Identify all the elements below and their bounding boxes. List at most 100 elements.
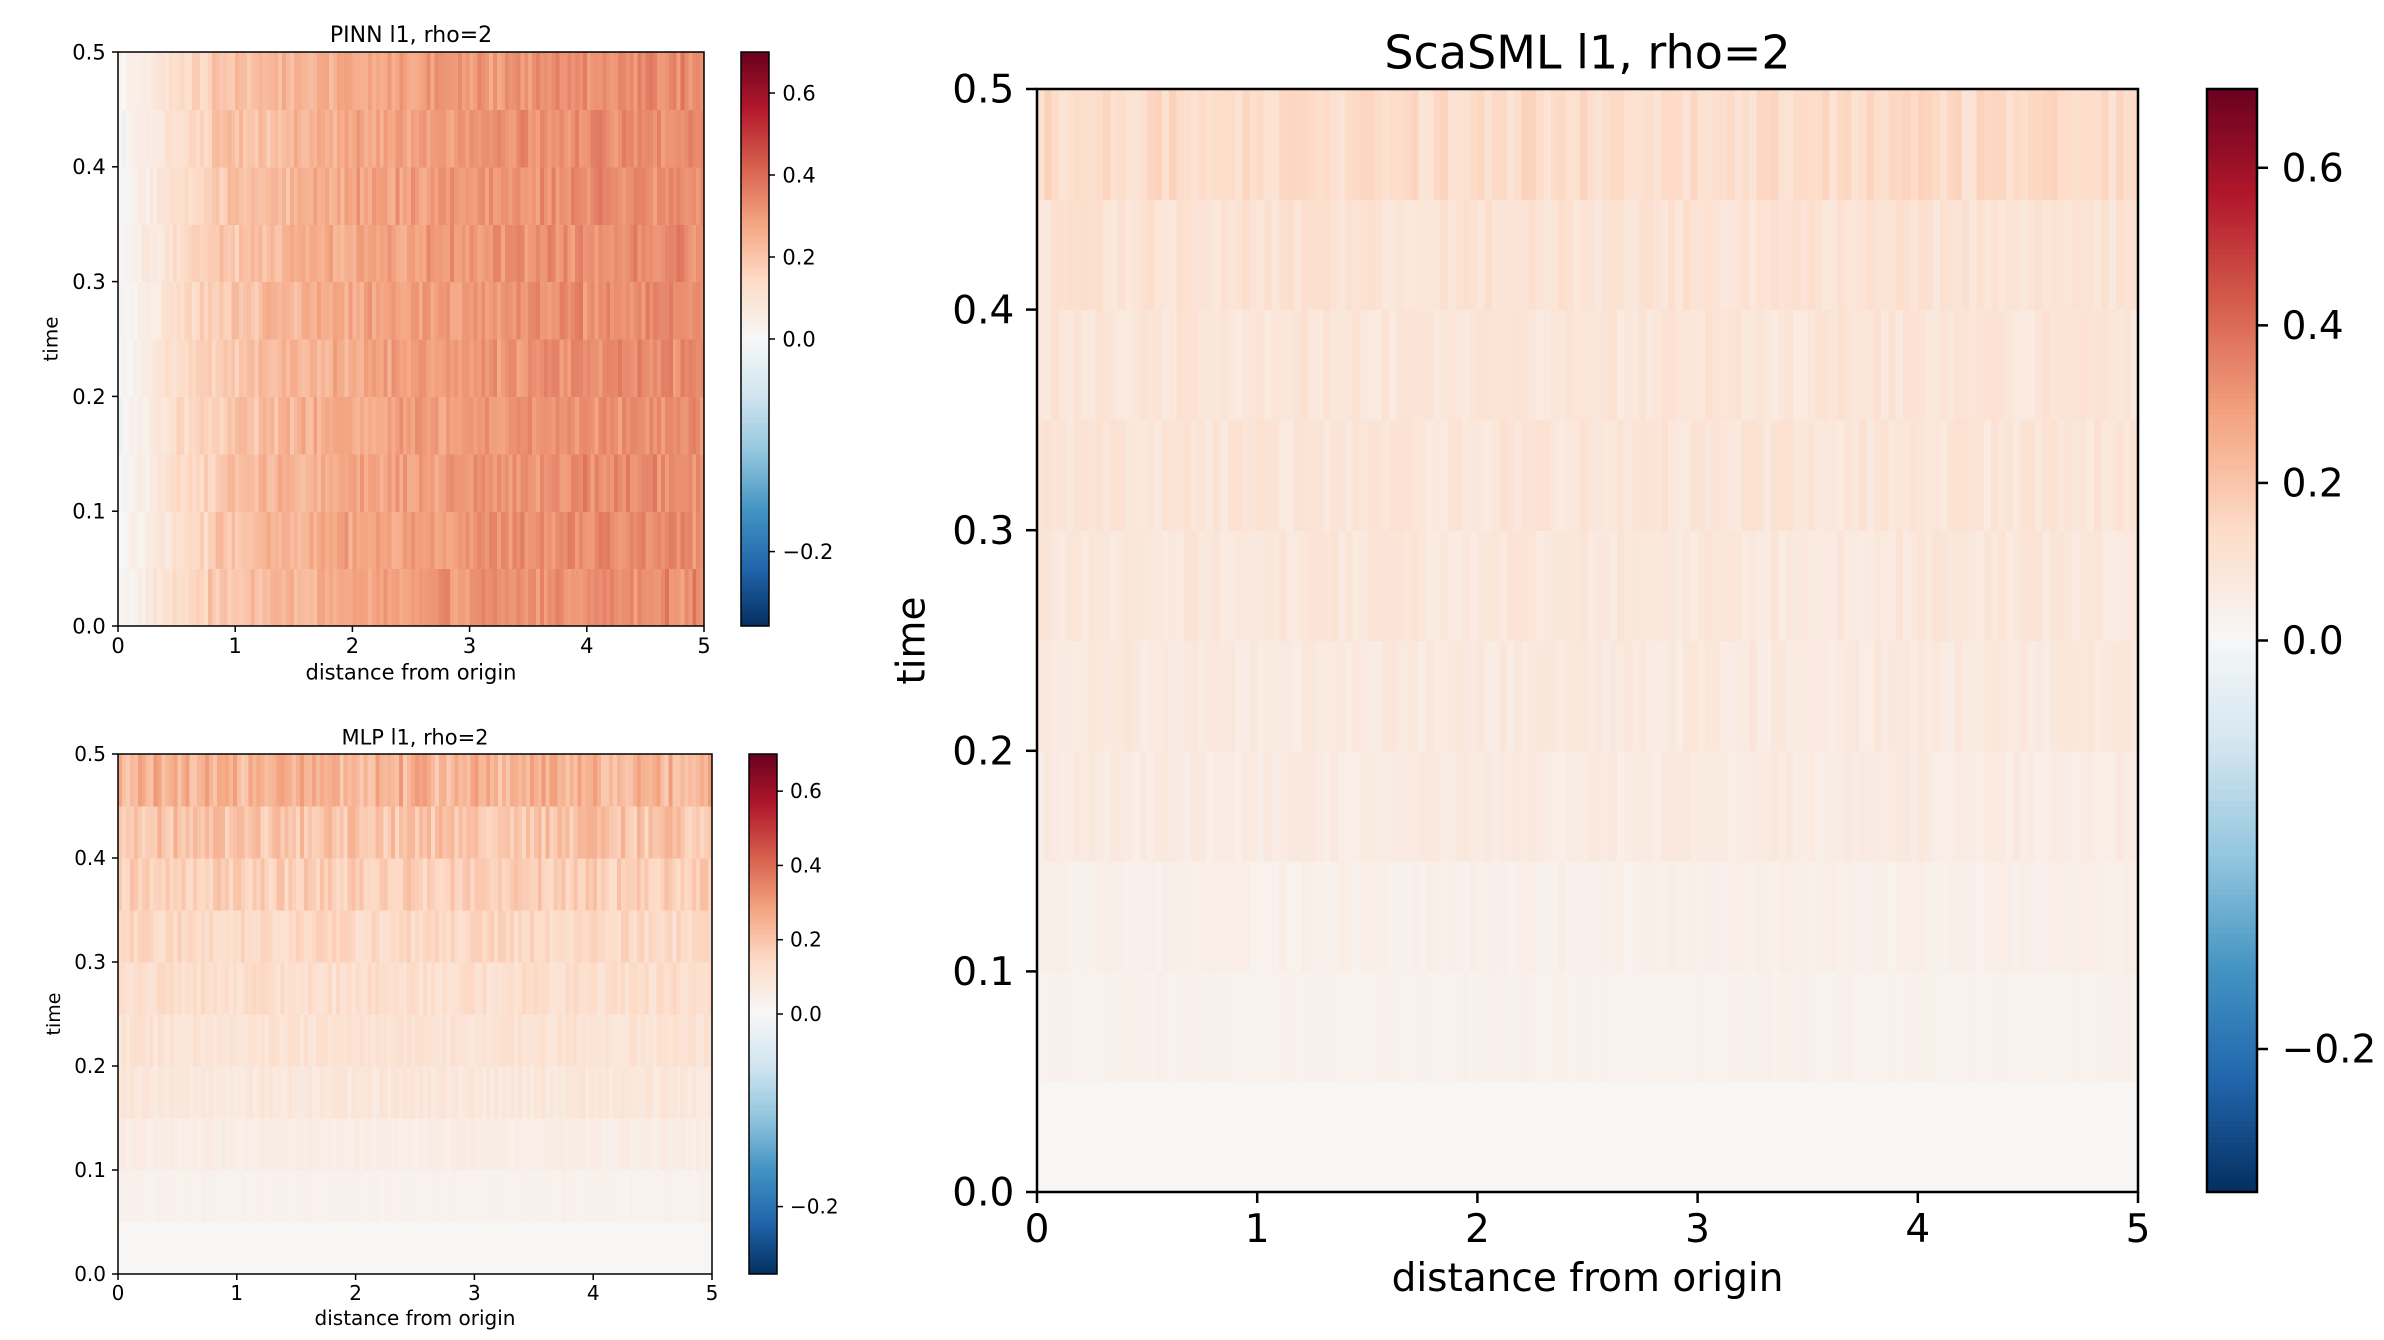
heatmap-cell xyxy=(1301,971,1310,1083)
heatmap-cell xyxy=(516,511,521,570)
heatmap-cell xyxy=(1631,419,1640,531)
heatmap-cell xyxy=(235,568,240,627)
heatmap-cell xyxy=(236,806,242,859)
heatmap-cell xyxy=(602,281,607,340)
heatmap-cell xyxy=(517,1014,523,1067)
heatmap-cell xyxy=(256,754,262,807)
heatmap-cell xyxy=(1719,199,1728,311)
heatmap-cell xyxy=(1734,199,1743,311)
heatmap-cell xyxy=(317,568,322,627)
heatmap-cell xyxy=(1286,1081,1295,1193)
heatmap-cell xyxy=(200,568,205,627)
heatmap-cell xyxy=(1837,419,1845,531)
heatmap-cell xyxy=(387,1170,392,1223)
colorbar-segment xyxy=(749,959,777,963)
heatmap-cell xyxy=(1609,640,1618,752)
colorbar-segment xyxy=(749,1227,777,1231)
heatmap-cell xyxy=(1359,971,1368,1083)
heatmap-cell xyxy=(363,754,369,807)
heatmap-cell xyxy=(486,1222,491,1275)
heatmap-cell xyxy=(149,52,154,110)
heatmap-cell xyxy=(465,396,471,455)
heatmap-cell xyxy=(149,858,155,911)
heatmap-cell xyxy=(1066,309,1075,421)
heatmap-cell xyxy=(348,52,353,110)
heatmap-cell xyxy=(284,806,289,859)
heatmap-cell xyxy=(582,166,588,225)
heatmap-cell xyxy=(213,754,218,807)
heatmap-cell xyxy=(268,1066,274,1119)
heatmap-cell xyxy=(239,511,244,570)
heatmap-cell xyxy=(1257,89,1266,200)
colorbar-segment xyxy=(741,588,769,593)
colorbar-tick-label: 0.6 xyxy=(782,81,815,105)
heatmap-cell xyxy=(1271,309,1280,421)
heatmap-cell xyxy=(1521,199,1530,311)
heatmap-cell xyxy=(581,962,586,1015)
heatmap-cell xyxy=(1932,971,1941,1083)
heatmap-cell xyxy=(348,166,353,225)
heatmap-cell xyxy=(537,962,543,1015)
heatmap-cell xyxy=(248,1118,254,1171)
colorbar-segment xyxy=(741,439,769,443)
heatmap-cell xyxy=(692,1222,697,1275)
heatmap-cell xyxy=(240,858,246,911)
heatmap-cell xyxy=(308,754,313,807)
heatmap-cell xyxy=(616,910,622,963)
heatmap-cell xyxy=(192,166,197,225)
heatmap-cell xyxy=(1748,750,1757,862)
heatmap-cell xyxy=(656,1222,662,1275)
heatmap-cell xyxy=(235,109,240,168)
heatmap-cell xyxy=(422,1066,428,1119)
heatmap-cell xyxy=(367,858,373,911)
heatmap-cell xyxy=(266,511,271,570)
heatmap-cell xyxy=(696,281,701,340)
heatmap-cell xyxy=(1440,640,1449,752)
colorbar-segment xyxy=(749,761,777,765)
heatmap-cell xyxy=(520,339,525,397)
heatmap-cell xyxy=(700,511,705,570)
heatmap-cell xyxy=(680,453,686,512)
heatmap-cell xyxy=(684,511,689,570)
heatmap-cell xyxy=(1771,89,1779,200)
heatmap-cell xyxy=(1440,309,1449,421)
heatmap-cell xyxy=(500,109,506,168)
heatmap-cell xyxy=(528,281,533,340)
heatmap-cell xyxy=(430,281,436,340)
heatmap-cell xyxy=(676,910,681,963)
heatmap-cell xyxy=(203,166,209,225)
heatmap-cell xyxy=(355,858,361,911)
colorbar: −0.20.00.20.40.6 xyxy=(748,753,839,1275)
heatmap-cell xyxy=(2013,1081,2022,1193)
heatmap-cell xyxy=(541,754,547,807)
colorbar-segment xyxy=(749,1094,777,1098)
heatmap-cell xyxy=(145,224,150,283)
heatmap-cell xyxy=(323,1066,329,1119)
heatmap-cell xyxy=(700,281,705,340)
heatmap-cell xyxy=(1323,89,1332,200)
heatmap-cell xyxy=(254,224,260,283)
heatmap-cell xyxy=(153,910,159,963)
heatmap-cell xyxy=(660,1170,666,1223)
heatmap-cell xyxy=(308,1222,313,1275)
heatmap-cell xyxy=(1969,971,1978,1083)
heatmap-cell xyxy=(2101,1081,2110,1193)
heatmap-cell xyxy=(481,396,486,455)
heatmap-cell xyxy=(2123,419,2132,531)
heatmap-cell xyxy=(453,568,459,627)
heatmap-cell xyxy=(559,568,564,627)
heatmap-cell xyxy=(209,858,214,911)
heatmap-cell xyxy=(1800,199,1809,311)
heatmap-cell xyxy=(508,568,514,627)
heatmap-cell xyxy=(454,1066,460,1119)
heatmap-cell xyxy=(262,396,268,455)
heatmap-cell xyxy=(1301,1081,1310,1193)
heatmap-cell xyxy=(692,858,697,911)
colorbar-tick-label: 0.0 xyxy=(790,1002,822,1026)
heatmap-cell xyxy=(1528,861,1537,972)
heatmap-cell xyxy=(458,1066,464,1119)
heatmap-cell xyxy=(157,511,162,570)
heatmap-cell xyxy=(1404,309,1412,421)
heatmap-cell xyxy=(1191,530,1200,642)
